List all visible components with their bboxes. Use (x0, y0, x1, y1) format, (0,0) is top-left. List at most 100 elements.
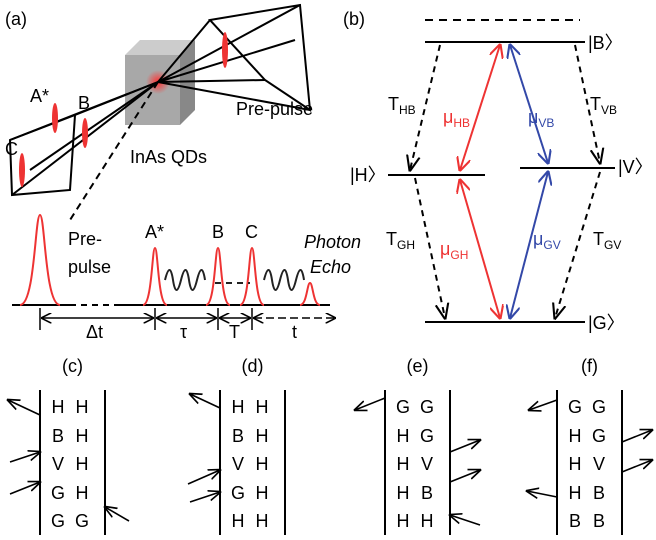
transition-label: TGV (593, 229, 621, 252)
transition-symbol: T (386, 229, 397, 249)
figure: (a) A* B C Pre-pulse InAs QDs Pre- pulse… (0, 0, 656, 535)
interaction-arrow (622, 430, 652, 442)
transition-subscript: VB (538, 116, 554, 130)
ladder-state: V (232, 454, 244, 474)
ladder-state: G (420, 397, 434, 417)
ladder-state: H (76, 454, 89, 474)
transition-subscript: GV (604, 238, 621, 252)
pulse-sequence (12, 215, 335, 330)
interaction-arrow (450, 515, 480, 525)
transition-symbol: μ (443, 107, 453, 127)
interaction-arrow (190, 492, 220, 502)
transition-label: μGV (533, 229, 561, 252)
transition-label: μHB (443, 107, 470, 130)
pulse-label: B (212, 222, 224, 242)
interaction-arrow (450, 440, 480, 452)
panel-label: (a) (5, 9, 27, 29)
transition-symbol: μ (533, 229, 543, 249)
ladder-state: H (397, 426, 410, 446)
ladder-state: H (256, 397, 269, 417)
ladder-state: H (397, 483, 410, 503)
interaction-arrow (190, 394, 220, 408)
ladder-state: H (569, 426, 582, 446)
ladder-state: H (76, 397, 89, 417)
pulse-label: B (78, 93, 90, 113)
ladder-state: B (421, 483, 433, 503)
delay-label: t (292, 322, 297, 342)
transition-label: μGH (440, 239, 468, 262)
panel-label: (d) (242, 356, 264, 376)
delay-label: τ (180, 322, 187, 342)
level-label: |V〉 (618, 157, 653, 177)
ladder-state: H (232, 397, 245, 417)
ladder-state: V (593, 454, 605, 474)
ladder-state: G (51, 511, 65, 531)
interaction-arrow (10, 482, 40, 494)
ladder-state: H (397, 511, 410, 531)
delay-label: Δt (86, 322, 103, 342)
transition-label: THB (388, 94, 416, 117)
transition-subscript: GH (450, 248, 468, 262)
transition-subscript: HB (399, 103, 416, 117)
prepulse-label: Pre-pulse (236, 99, 313, 119)
panel-label: (f) (581, 356, 598, 376)
transition-subscript: VB (601, 103, 617, 117)
transition-label: TGH (386, 229, 415, 252)
ladder-state: V (421, 454, 433, 474)
ladder-state: H (397, 454, 410, 474)
panel-label: (b) (343, 9, 365, 29)
ladder-state: G (75, 511, 89, 531)
transition-subscript: HB (453, 116, 470, 130)
ladder-state: G (420, 426, 434, 446)
pulse-label: C (5, 139, 18, 159)
transition-label: TVB (590, 94, 617, 117)
level-label: |B〉 (588, 33, 623, 53)
ladder-state: H (232, 511, 245, 531)
ladder-state: B (569, 511, 581, 531)
ladder-state: H (569, 454, 582, 474)
interaction-arrow (8, 400, 40, 415)
transition-symbol: T (388, 94, 399, 114)
ladder-state: G (231, 483, 245, 503)
ladder-state: G (51, 483, 65, 503)
transition-symbol: μ (440, 239, 450, 259)
delay-label: T (229, 322, 240, 342)
panel-label: (c) (62, 356, 83, 376)
level-diagram (388, 20, 615, 322)
panel-label: (e) (407, 356, 429, 376)
interaction-arrow (355, 398, 385, 410)
ladder-state: H (256, 426, 269, 446)
ladder-state: B (593, 483, 605, 503)
ladder-state: H (76, 426, 89, 446)
ladder-state: B (593, 511, 605, 531)
prepulse-text: pulse (68, 257, 111, 277)
transition-symbol: T (593, 229, 604, 249)
echo-label: Photon (304, 232, 361, 252)
interaction-arrow (105, 507, 129, 521)
ladder-state: H (256, 483, 269, 503)
interaction-arrow (527, 491, 557, 497)
level-label: |G〉 (588, 313, 625, 333)
echo-label: Echo (310, 257, 351, 277)
transition-symbol: T (590, 94, 601, 114)
ladder-state: G (568, 397, 582, 417)
ladder-state: H (52, 397, 65, 417)
interaction-arrow (10, 452, 40, 462)
ladder-state: H (256, 511, 269, 531)
transition-subscript: GH (397, 238, 415, 252)
ladder-state: H (76, 483, 89, 503)
pulse-label: A* (145, 222, 164, 242)
ladder-state: B (52, 426, 64, 446)
transition-label: μVB (528, 107, 554, 130)
sample-label: InAs QDs (130, 147, 207, 167)
ladder-state: H (421, 511, 434, 531)
pulse-label: C (245, 222, 258, 242)
ladder-state: H (256, 454, 269, 474)
ladder-state: B (232, 426, 244, 446)
ladder-state: G (396, 397, 410, 417)
prepulse-text: Pre- (68, 229, 102, 249)
ladder-state: V (52, 454, 64, 474)
ladder-state: G (592, 397, 606, 417)
transition-symbol: μ (528, 107, 538, 127)
ladder-state: G (592, 426, 606, 446)
